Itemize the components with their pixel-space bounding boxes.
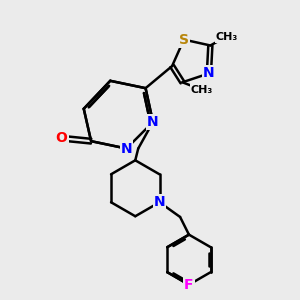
Text: N: N <box>154 195 165 209</box>
Text: CH₃: CH₃ <box>215 32 238 42</box>
Text: N: N <box>121 142 132 155</box>
Text: O: O <box>56 131 68 145</box>
Text: F: F <box>184 278 194 292</box>
Text: CH₃: CH₃ <box>190 85 213 94</box>
Text: N: N <box>147 115 159 129</box>
Text: S: S <box>179 33 189 46</box>
Text: N: N <box>203 66 215 80</box>
